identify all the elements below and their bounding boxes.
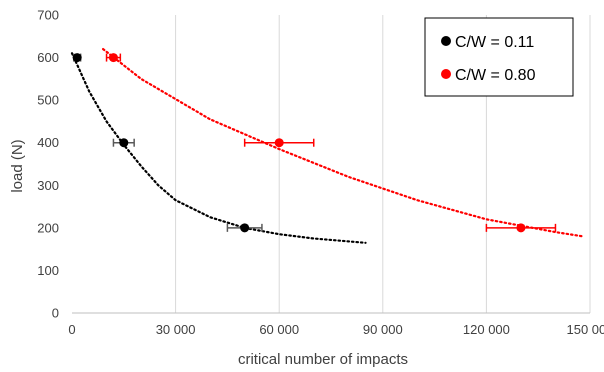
data-point-series-1 xyxy=(108,53,118,63)
data-point-series-1 xyxy=(274,138,284,148)
y-axis-title: load (N) xyxy=(9,139,26,192)
x-tick-label: 150 000 xyxy=(567,322,604,337)
y-tick-label: 700 xyxy=(37,8,59,23)
x-tick-label: 120 000 xyxy=(463,322,510,337)
x-tick-label: 0 xyxy=(68,322,75,337)
y-tick-label: 400 xyxy=(37,135,59,150)
x-tick-label: 90 000 xyxy=(363,322,403,337)
x-tick-label: 60 000 xyxy=(259,322,299,337)
trendline-series-0 xyxy=(70,52,367,244)
x-axis-title: critical number of impacts xyxy=(238,351,408,368)
x-tick-labels: 0 30 000 60 000 90 000 120 000 150 000 xyxy=(68,322,604,337)
y-tick-labels: 0 100 200 300 400 500 600 700 xyxy=(37,8,59,321)
legend-marker-black xyxy=(441,36,451,46)
x-tick-label: 30 000 xyxy=(156,322,196,337)
data-point-series-0 xyxy=(240,223,250,233)
data-point-series-1 xyxy=(516,223,526,233)
legend-marker-red xyxy=(441,69,451,79)
legend: C/W = 0.11 C/W = 0.80 xyxy=(424,17,574,97)
y-tick-label: 200 xyxy=(37,220,59,235)
legend-label-cw-011: C/W = 0.11 xyxy=(455,34,534,51)
legend-label-cw-080: C/W = 0.80 xyxy=(455,67,536,84)
data-point-series-0 xyxy=(72,53,82,63)
y-tick-label: 600 xyxy=(37,50,59,65)
legend-box xyxy=(424,17,574,97)
y-tick-label: 0 xyxy=(52,306,59,321)
data-points xyxy=(72,53,526,233)
y-tick-label: 500 xyxy=(37,93,59,108)
y-tick-label: 100 xyxy=(37,263,59,278)
data-point-series-0 xyxy=(119,138,129,148)
y-tick-label: 300 xyxy=(37,178,59,193)
